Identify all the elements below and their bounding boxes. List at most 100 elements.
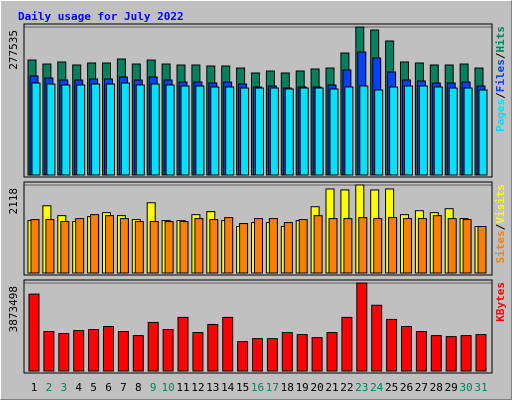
bar (432, 215, 442, 274)
bar (326, 332, 338, 372)
bar (132, 335, 144, 372)
bar (388, 217, 398, 274)
bar (194, 218, 204, 274)
bar (283, 222, 293, 274)
bar (478, 89, 488, 176)
bar (373, 218, 383, 274)
bar (403, 218, 412, 274)
x-tick-label: 24 (370, 381, 384, 394)
bar (358, 217, 368, 274)
bar (237, 341, 249, 372)
bar (462, 219, 472, 274)
bar (281, 332, 293, 372)
x-tick-label: 30 (459, 381, 472, 394)
bar (239, 223, 249, 274)
bar (165, 84, 175, 176)
bar (180, 85, 190, 176)
bar (60, 221, 70, 274)
y-tick-label: 2118 (7, 188, 20, 215)
bar (417, 218, 427, 274)
bar (134, 221, 144, 274)
bar (447, 218, 457, 274)
x-tick-label: 26 (400, 381, 413, 394)
bar (477, 226, 487, 274)
bar (329, 88, 339, 176)
bar (88, 329, 100, 372)
bar (284, 88, 294, 176)
bar (45, 219, 55, 274)
bar (344, 86, 354, 176)
bar (448, 87, 458, 176)
bar (341, 316, 353, 372)
x-tick-label: 11 (176, 381, 189, 394)
bar (240, 87, 250, 176)
x-tick-label: 22 (340, 381, 353, 394)
bar (46, 83, 56, 176)
legend: Pages/Files/Hits (494, 26, 507, 132)
x-tick-label: 3 (60, 381, 67, 394)
bar (30, 219, 40, 274)
x-tick-label: 10 (161, 381, 174, 394)
x-tick-label: 14 (221, 381, 235, 394)
bar (445, 336, 457, 372)
legend-entry: Sites (494, 230, 507, 263)
bar (460, 335, 472, 372)
bar (177, 316, 189, 372)
bar (359, 85, 369, 176)
bar (120, 82, 130, 176)
bar (147, 321, 159, 372)
legend-separator: / (494, 52, 507, 59)
bar (90, 214, 100, 274)
bar (311, 337, 323, 372)
legend-entry: Hits (494, 26, 507, 53)
y-tick-label: 277535 (7, 30, 20, 70)
x-tick-label: 9 (150, 381, 157, 394)
x-tick-label: 21 (325, 381, 338, 394)
x-tick-label: 18 (281, 381, 294, 394)
bar (75, 218, 85, 274)
bar (299, 87, 309, 176)
bar (43, 331, 55, 372)
bar (210, 86, 220, 176)
legend-entry: Files (494, 59, 507, 92)
bar (328, 218, 338, 274)
x-tick-label: 1 (31, 381, 38, 394)
bar (298, 219, 308, 274)
bar (343, 218, 353, 274)
bar (314, 87, 324, 176)
x-tick-label: 2 (46, 381, 53, 394)
bar (150, 83, 160, 176)
bar (58, 333, 70, 372)
bar (76, 84, 86, 176)
bar (225, 86, 235, 176)
bar (224, 217, 234, 274)
x-tick-label: 29 (445, 381, 458, 394)
bar (103, 325, 114, 372)
x-tick-label: 6 (105, 381, 112, 394)
bar (313, 215, 323, 274)
bar (105, 215, 114, 274)
bar (106, 83, 115, 176)
bar (356, 282, 368, 372)
x-tick-label: 28 (430, 381, 443, 394)
bar (418, 85, 428, 176)
bar (475, 334, 487, 372)
x-tick-label: 12 (191, 381, 204, 394)
bar (28, 293, 40, 372)
bar (401, 325, 412, 372)
bar (209, 219, 219, 274)
bar (371, 304, 383, 372)
x-tick-label: 25 (385, 381, 398, 394)
x-tick-label: 23 (355, 381, 368, 394)
bar (135, 84, 145, 176)
bar (73, 330, 85, 372)
x-tick-label: 8 (135, 381, 142, 394)
legend: Sites/Visits (494, 184, 507, 264)
bar (430, 335, 442, 372)
legend-separator: / (494, 92, 507, 99)
bar (207, 323, 219, 372)
bar (252, 338, 263, 372)
legend-entry: Visits (494, 184, 507, 224)
chart-title: Daily usage for July 2022 (18, 10, 184, 23)
